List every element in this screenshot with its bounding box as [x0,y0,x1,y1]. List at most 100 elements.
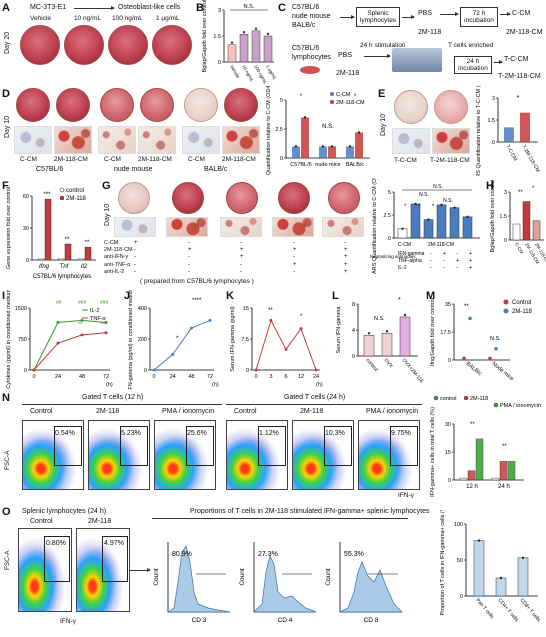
d-bar [355,132,363,158]
g-row-label-3: anti-TNF-α [104,261,131,268]
o-arrow [130,568,151,572]
k-sig: ** [268,308,273,314]
i-legend-label: IL-2 [90,308,99,314]
k-ylabel: Serum IFN-gamma (pg/ml) [230,306,236,372]
g-sign: + [293,261,297,268]
d-ytick-label: 0 [280,156,283,162]
g-star: * [432,204,435,210]
c-row2-2m: 2M-118 [336,70,360,77]
g-point [440,203,443,207]
c-box-incubation-2: 24 h incubation [454,56,492,74]
d-dish-2 [56,88,90,122]
n-flow-plot [358,420,420,490]
d-bar [346,146,354,158]
n-bar [459,477,468,481]
g-dish-4 [278,182,310,214]
n-yaxis: FSC-A [4,450,11,471]
d-group-2: nude mouse [114,166,153,173]
j-ytick-label: 200 [138,337,147,343]
i-sig-tnf: ** [78,322,82,328]
g-point [414,202,417,206]
n-pct: 9.75% [391,430,411,437]
f-xtick: Tnf [60,264,70,270]
c-dish-icon [300,66,320,74]
chart-n: 0 15 30 IFN-gamma+ cells in total T cells (… [430,395,541,497]
d-col-5: C-CM [188,156,205,163]
h-xtick: C-CM [514,242,524,255]
d-micro-6 [222,126,260,154]
h-bar [532,220,541,241]
d-xtick: nude mice [315,162,340,168]
c-src-3: BALB/c [292,22,316,29]
c-out-2: 2M-118-CM [506,29,543,36]
g-ns: N.S. [419,192,429,198]
g-sign: - [134,268,136,275]
k-point [254,368,258,372]
g-sign: + [344,254,348,261]
e-dish-2 [434,90,468,124]
g-ytick-label: 5 [388,190,391,196]
f-legend-dot [59,195,65,201]
n-gate [120,426,148,466]
g-neutral-sign: - [456,265,458,271]
g-ns: N.S. [443,198,453,204]
i-point [32,368,36,372]
j-xtick: 48 [188,374,194,380]
d-bar [292,146,300,158]
o-hist-xlabel: CD 3 [192,617,207,624]
m-xtick: Nude mice [491,361,515,382]
c-row2-out2: T-2M-118-CM [498,73,541,80]
d-col-2: 2M-118-CM [54,156,88,163]
d-ytick-label: 5 [280,98,283,104]
g-sign: - [293,254,295,261]
o-title-mid: Proportions of T cells in 2M-118 stimula… [190,508,430,515]
l-bar [381,333,393,357]
d-dish-1 [16,88,50,122]
g-sign: - [293,268,295,275]
c-arrow-1 [340,15,355,19]
g-sign: + [240,254,244,261]
g-sign: - [188,240,190,246]
o-bar [473,540,485,597]
n-col-label: PMA / ionomycin [162,408,215,415]
g-ytick-label: 0 [388,236,391,242]
c-pbs: PBS [418,10,433,17]
d-micro-4 [138,126,176,154]
d-col-3: C-CM [104,156,121,163]
c-arrow-3 [440,12,459,16]
d-bar [328,146,336,158]
k-ytick-label: 0 [246,368,249,374]
d-group-1: C57BL/6 [36,166,64,173]
l-sig: * [398,297,401,304]
chart-b: 0 1.5 3 Bglap/Gapdh fold over control Vehicl… [202,0,278,84]
n-pct: 25.6% [187,430,207,437]
e-ytick-label: 0 [492,140,495,146]
g-neutral-label: Neutralizing antibodies [370,254,416,259]
c-arrow-6 [494,60,503,64]
j-point [171,353,175,356]
d-bar [319,146,327,158]
g-neutral-sign: - [430,251,432,257]
f-bar [64,243,72,261]
g-sign: + [134,240,138,246]
a-cond-3: 100 ng/mL [112,15,143,22]
m-point [494,347,498,351]
b-bar [227,44,237,63]
panel-label-e: E [378,88,386,100]
i-ytick-label: 0 [24,368,27,374]
c-src-2: nude mouse [292,13,331,20]
d-dish-5 [184,88,218,122]
g-ytick-label: 2.5 [383,213,391,219]
n-col-label: Control [30,408,53,415]
d-dish-3 [100,88,134,122]
g-sign: - [134,247,136,254]
n-gate [258,426,286,466]
f-bar [77,258,85,261]
d-dish-6 [224,88,258,122]
l-point [367,332,371,335]
g-row-2m: 2M-118-CM [428,242,454,248]
d-col-6: 2M-118-CM [222,156,256,163]
f-xtick: Ifng [39,264,50,270]
f-bar [37,258,45,261]
e-row-label: Day 10 [380,113,387,136]
